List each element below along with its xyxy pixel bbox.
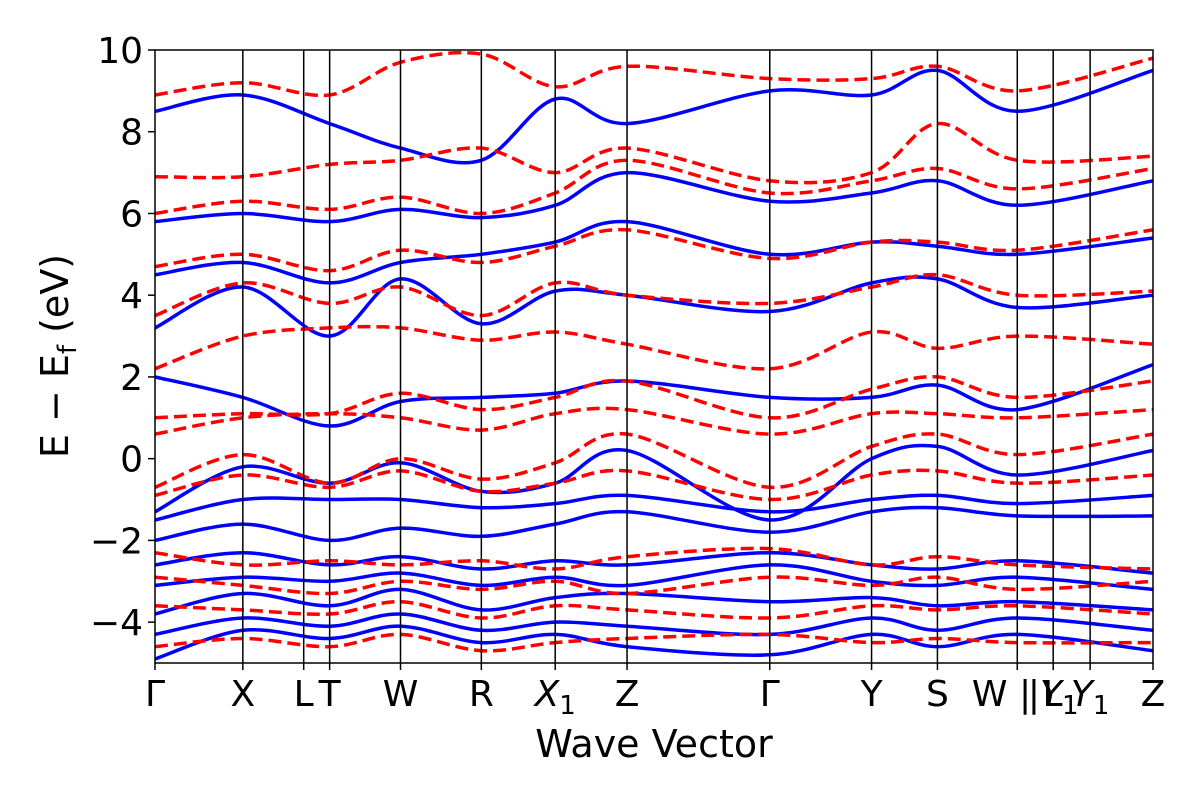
x-tick-label: R: [469, 674, 494, 715]
band-line: [155, 493, 1153, 522]
band-line: [155, 575, 1153, 596]
series-dashed: [155, 50, 1153, 653]
x-tick-label: X: [230, 674, 255, 715]
band-line: [155, 550, 1153, 575]
plot-frame: [154, 49, 1154, 664]
x-tick-label: X1: [533, 674, 576, 721]
x-tick-label: W | L: [972, 674, 1063, 715]
x-tick-label: |Y1: [1028, 674, 1079, 721]
x-tick-label: Γ: [760, 674, 780, 715]
band-line: [155, 219, 1153, 285]
band-line: [155, 375, 1153, 420]
x-axis-label: Wave Vector: [535, 722, 773, 766]
band-line: [155, 158, 1153, 216]
x-tick-label: Z: [615, 674, 640, 715]
band-line: [155, 272, 1153, 318]
band-line: [155, 505, 1153, 543]
band-line: [155, 468, 1153, 502]
y-axis-label: E − Ef (eV): [33, 254, 83, 458]
y-tick-label: 8: [120, 113, 143, 154]
band-line: [155, 431, 1153, 490]
x-tick-label: Y: [860, 674, 884, 715]
band-line: [155, 406, 1153, 436]
band-line: [155, 275, 1153, 338]
x-tick-label: S: [926, 674, 949, 715]
band-line: [155, 624, 1153, 661]
y-tick-label: 10: [97, 31, 143, 72]
y-tick-label: 2: [120, 358, 143, 399]
x-tick-label: Y1: [1071, 674, 1110, 721]
y-tick-label: 4: [120, 276, 143, 317]
series-solid: [155, 68, 1153, 661]
band-line: [155, 563, 1153, 592]
x-tick-label: Γ: [145, 674, 165, 715]
y-tick-label: 0: [120, 440, 143, 481]
band-line: [155, 546, 1153, 571]
y-tick-label: −4: [90, 603, 143, 644]
y-tick-label: 6: [120, 194, 143, 235]
band-line: [155, 324, 1153, 371]
band-line: [155, 599, 1153, 620]
band-line: [155, 227, 1153, 273]
x-tick-label: W: [383, 674, 419, 715]
band-line: [155, 587, 1153, 616]
kpoint-lines: [242, 50, 1091, 663]
x-tick-label: T: [318, 674, 342, 715]
band-line: [155, 612, 1153, 637]
band-line: [155, 68, 1153, 165]
band-line: [155, 632, 1153, 653]
y-axis-ticks: 10 8 6 4 2 0 −2 −4: [90, 31, 155, 644]
x-tick-label: L: [294, 674, 314, 715]
y-tick-label: −2: [90, 521, 143, 562]
band-line: [155, 121, 1153, 185]
bands-layer: [155, 50, 1153, 661]
x-tick-label: Z: [1141, 674, 1166, 715]
band-line: [155, 50, 1153, 98]
band-line: [155, 170, 1153, 224]
